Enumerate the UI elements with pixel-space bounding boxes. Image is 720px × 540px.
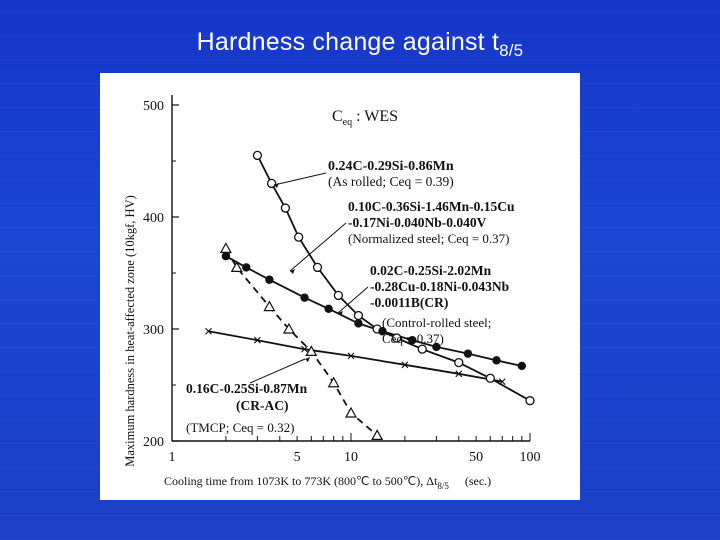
point-cross	[455, 370, 463, 378]
point-open-circle	[280, 203, 291, 213]
point-open-circle	[417, 344, 427, 354]
point-open-circle	[485, 373, 495, 383]
point-open-circle	[252, 150, 263, 161]
tick-marks	[171, 104, 531, 442]
y-tick-label: 300	[143, 323, 164, 338]
label-leader-line	[249, 358, 306, 384]
series-line-2	[225, 255, 522, 367]
leader-arrowhead	[274, 183, 279, 188]
point-open-circle	[294, 232, 304, 242]
series-1-label-line: (As rolled; Ceq = 0.39)	[328, 174, 454, 189]
x-axis-label-unit: (sec.)	[465, 474, 491, 488]
x-tick-label: 50	[469, 450, 483, 465]
point-open-triangle	[327, 376, 340, 388]
series-2-label-line: 0.10C-0.36Si-1.46Mn-0.15Cu	[348, 199, 515, 214]
point-filled-circle	[517, 361, 527, 371]
point-filled-circle	[354, 319, 363, 328]
series-4-label-line: (CR-AC)	[236, 398, 288, 413]
series-3-label-line: 0.02C-0.25Si-2.02Mn	[370, 263, 492, 278]
series-2-label-line: -0.17Ni-0.040Nb-0.040V	[348, 215, 487, 230]
point-filled-circle	[408, 336, 417, 345]
x-tick-label: 5	[294, 450, 301, 465]
slide-title-text: Hardness change against t	[196, 28, 500, 56]
ceq-label-rest: : WES	[352, 108, 398, 125]
leader-arrowhead	[305, 357, 310, 362]
ceq-wes-label: Ceq : WES	[332, 108, 398, 128]
point-filled-circle	[463, 349, 473, 358]
series-4-label-line: 0.16C-0.25Si-0.87Mn	[186, 381, 308, 396]
slide-title: Hardness change against t8/5	[0, 28, 720, 61]
chart-figure: 200 300 400 500 1 5 10 50 100 Ceq : WES 0.24C-0.…	[100, 73, 580, 500]
label-leader-line	[289, 222, 347, 272]
point-cross	[498, 378, 506, 386]
point-filled-circle	[300, 293, 309, 302]
x-tick-label: 100	[520, 450, 541, 465]
y-tick-label: 200	[143, 435, 164, 450]
annotations: Ceq : WES 0.24C-0.29Si-0.86Mn(As rolled; …	[186, 108, 515, 435]
series-3-label-line: (Control-rolled steel;	[382, 315, 491, 330]
point-open-circle	[392, 333, 402, 343]
point-filled-circle	[492, 356, 501, 365]
slide-title-subscript: 8/5	[499, 41, 524, 60]
point-open-triangle	[230, 261, 243, 272]
point-filled-circle	[324, 304, 333, 314]
y-tick-label: 500	[143, 99, 164, 114]
series-3-label-line: -0.0011B(CR)	[370, 295, 448, 310]
point-open-triangle	[219, 242, 232, 253]
point-cross	[301, 345, 308, 353]
point-filled-circle	[242, 263, 251, 272]
x-tick-label: 1	[169, 450, 176, 465]
y-tick-label: 400	[143, 211, 164, 226]
point-cross	[254, 336, 261, 344]
label-leader-line	[273, 172, 327, 186]
point-cross	[401, 361, 409, 369]
point-open-circle	[353, 310, 364, 321]
y-tick-labels: 200 300 400 500	[143, 99, 164, 450]
series-2-label-line: (Normalized steel; Ceq = 0.37)	[348, 231, 509, 246]
x-axis-label-subscript: 8/5	[437, 481, 449, 491]
point-open-triangle	[263, 300, 276, 312]
series-3-label-line: Ceq = 0.37)	[382, 331, 444, 346]
series-line-4	[225, 247, 378, 437]
series-1-label-line: 0.24C-0.29Si-0.86Mn	[328, 159, 454, 174]
x-tick-label: 10	[344, 450, 358, 465]
point-open-circle	[312, 262, 323, 273]
label-leader-line	[337, 286, 369, 314]
point-cross	[347, 352, 355, 360]
point-filled-circle	[265, 275, 274, 284]
series-3-label-line: -0.28Cu-0.18Ni-0.043Nb	[370, 279, 509, 294]
point-filled-circle	[432, 342, 441, 352]
point-open-circle	[454, 357, 464, 368]
x-axis-label: Cooling time from 1073K to 773K (800℃ to…	[164, 474, 491, 491]
point-cross	[205, 327, 212, 335]
x-axis-label-main: Cooling time from 1073K to 773K (800℃ to…	[164, 474, 438, 488]
y-axis-label: Maximum hardness in heat-affected zone (…	[123, 195, 137, 467]
series-4-label-line: (TMCP; Ceq = 0.32)	[186, 420, 294, 435]
point-open-triangle	[344, 406, 358, 418]
point-open-triangle	[305, 345, 318, 356]
point-filled-circle	[221, 252, 231, 261]
leader-arrowhead	[290, 269, 295, 274]
point-open-circle	[266, 178, 277, 189]
point-open-triangle	[282, 322, 295, 334]
x-tick-labels: 1 5 10 50 100	[169, 450, 541, 465]
leader-arrowhead	[338, 311, 343, 316]
ceq-label-subscript: eq	[343, 117, 352, 128]
chart-svg: 200 300 400 500 1 5 10 50 100 Ceq : WES 0.24C-0.…	[123, 95, 541, 491]
point-filled-circle	[378, 327, 387, 336]
point-open-circle	[333, 290, 344, 301]
point-open-triangle	[371, 429, 384, 440]
point-open-circle	[525, 396, 535, 406]
series-markers	[205, 150, 535, 440]
